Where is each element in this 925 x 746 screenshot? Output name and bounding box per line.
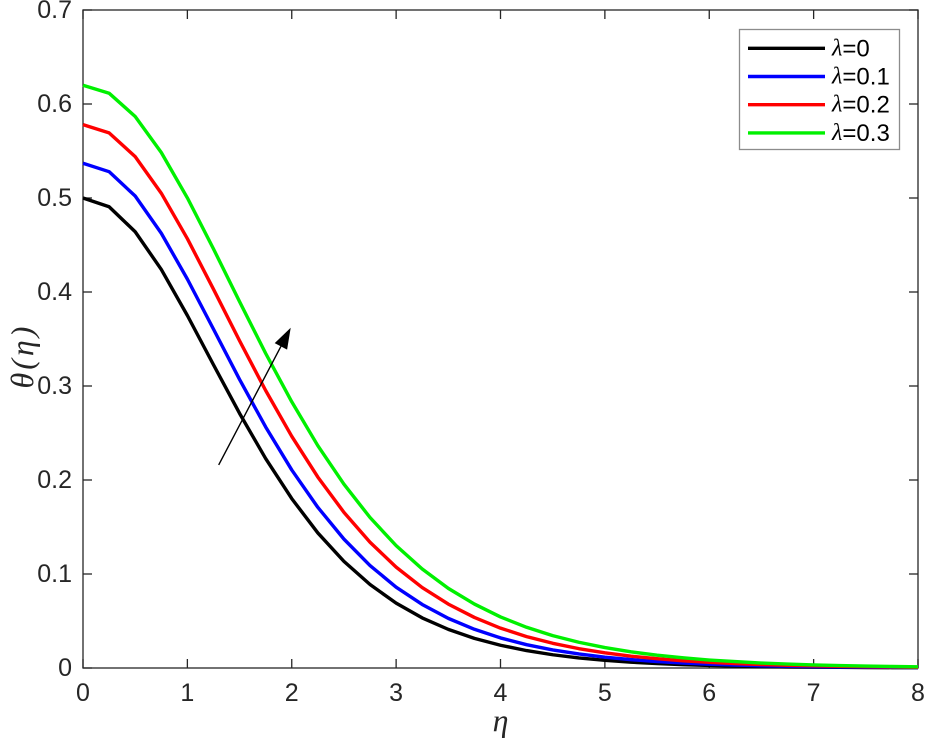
x-tick-label: 7 (807, 679, 821, 707)
legend-label-value: =0 (842, 35, 869, 62)
legend-label: λ=0.3 (831, 119, 890, 146)
legend-label-symbol: λ (831, 120, 842, 146)
x-tick-label: 1 (180, 679, 194, 707)
arrow-shaft (218, 345, 282, 466)
arrow-head (274, 327, 291, 350)
x-tick-label: 3 (389, 679, 403, 707)
plot-box (82, 9, 919, 669)
x-tick-label: 5 (598, 679, 612, 707)
legend-label: λ=0.2 (831, 91, 890, 118)
y-tick-label: 0.7 (37, 0, 72, 24)
y-tick-label: 0.4 (37, 278, 72, 306)
y-tick-label: 0.6 (37, 90, 72, 118)
y-tick-label: 0 (58, 654, 72, 682)
legend-item: λ=0.1 (748, 63, 890, 90)
x-tick-labels: 0 1 2 3 4 5 6 7 8 (76, 679, 925, 707)
plot-box-frame (82, 9, 919, 669)
legend-label-symbol: λ (831, 35, 842, 61)
legend-label-value: =0.1 (842, 63, 889, 90)
legend-label: λ=0.1 (831, 63, 890, 90)
x-tick-label: 2 (285, 679, 299, 707)
curve-lambda-0 (82, 196, 919, 670)
curves (82, 83, 919, 670)
y-tick-label: 0.3 (37, 372, 72, 400)
y-tick-label: 0.2 (37, 466, 72, 494)
curve-lambda-0-3 (82, 83, 919, 669)
legend-item: λ=0 (748, 35, 870, 62)
y-axis-label: θ(η) (4, 324, 40, 389)
y-tick-labels: 0 0.1 0.2 0.3 0.4 0.5 0.6 0.7 (37, 0, 72, 682)
legend-label: λ=0 (831, 35, 870, 62)
curve-lambda-0-2 (82, 123, 919, 669)
legend-label-symbol: λ (831, 64, 842, 90)
x-tick-label: 0 (76, 679, 90, 707)
legend-item: λ=0.2 (748, 91, 890, 118)
y-tick-label: 0.1 (37, 560, 72, 588)
y-tick-label: 0.5 (37, 184, 72, 212)
legend-item: λ=0.3 (748, 119, 890, 146)
axis-labels: η θ(η) (4, 324, 508, 738)
legend-label-value: =0.2 (842, 91, 889, 118)
x-tick-label: 6 (702, 679, 716, 707)
legend-label-value: =0.3 (842, 119, 889, 146)
legend: λ=0λ=0.1λ=0.2λ=0.3 (738, 28, 901, 151)
increase-arrow (218, 327, 291, 466)
x-tick-label: 8 (911, 679, 925, 707)
x-tick-label: 4 (494, 679, 508, 707)
legend-label-symbol: λ (831, 92, 842, 118)
x-axis-label: η (493, 702, 509, 738)
